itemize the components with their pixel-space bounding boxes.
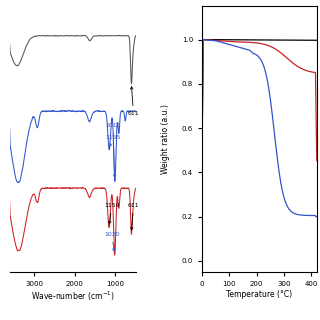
Text: 1020: 1020 [104,232,120,251]
Text: 611: 611 [128,203,139,230]
Y-axis label: Weight ratio (a.u.): Weight ratio (a.u.) [161,104,170,174]
X-axis label: Wave-number (cm$^{-1}$): Wave-number (cm$^{-1}$) [31,290,115,303]
Text: 611: 611 [128,87,139,116]
X-axis label: Temperature (°C): Temperature (°C) [226,290,292,299]
Text: 1016: 1016 [105,123,121,177]
Text: 1155: 1155 [105,135,120,146]
Text: 1159: 1159 [104,203,120,224]
